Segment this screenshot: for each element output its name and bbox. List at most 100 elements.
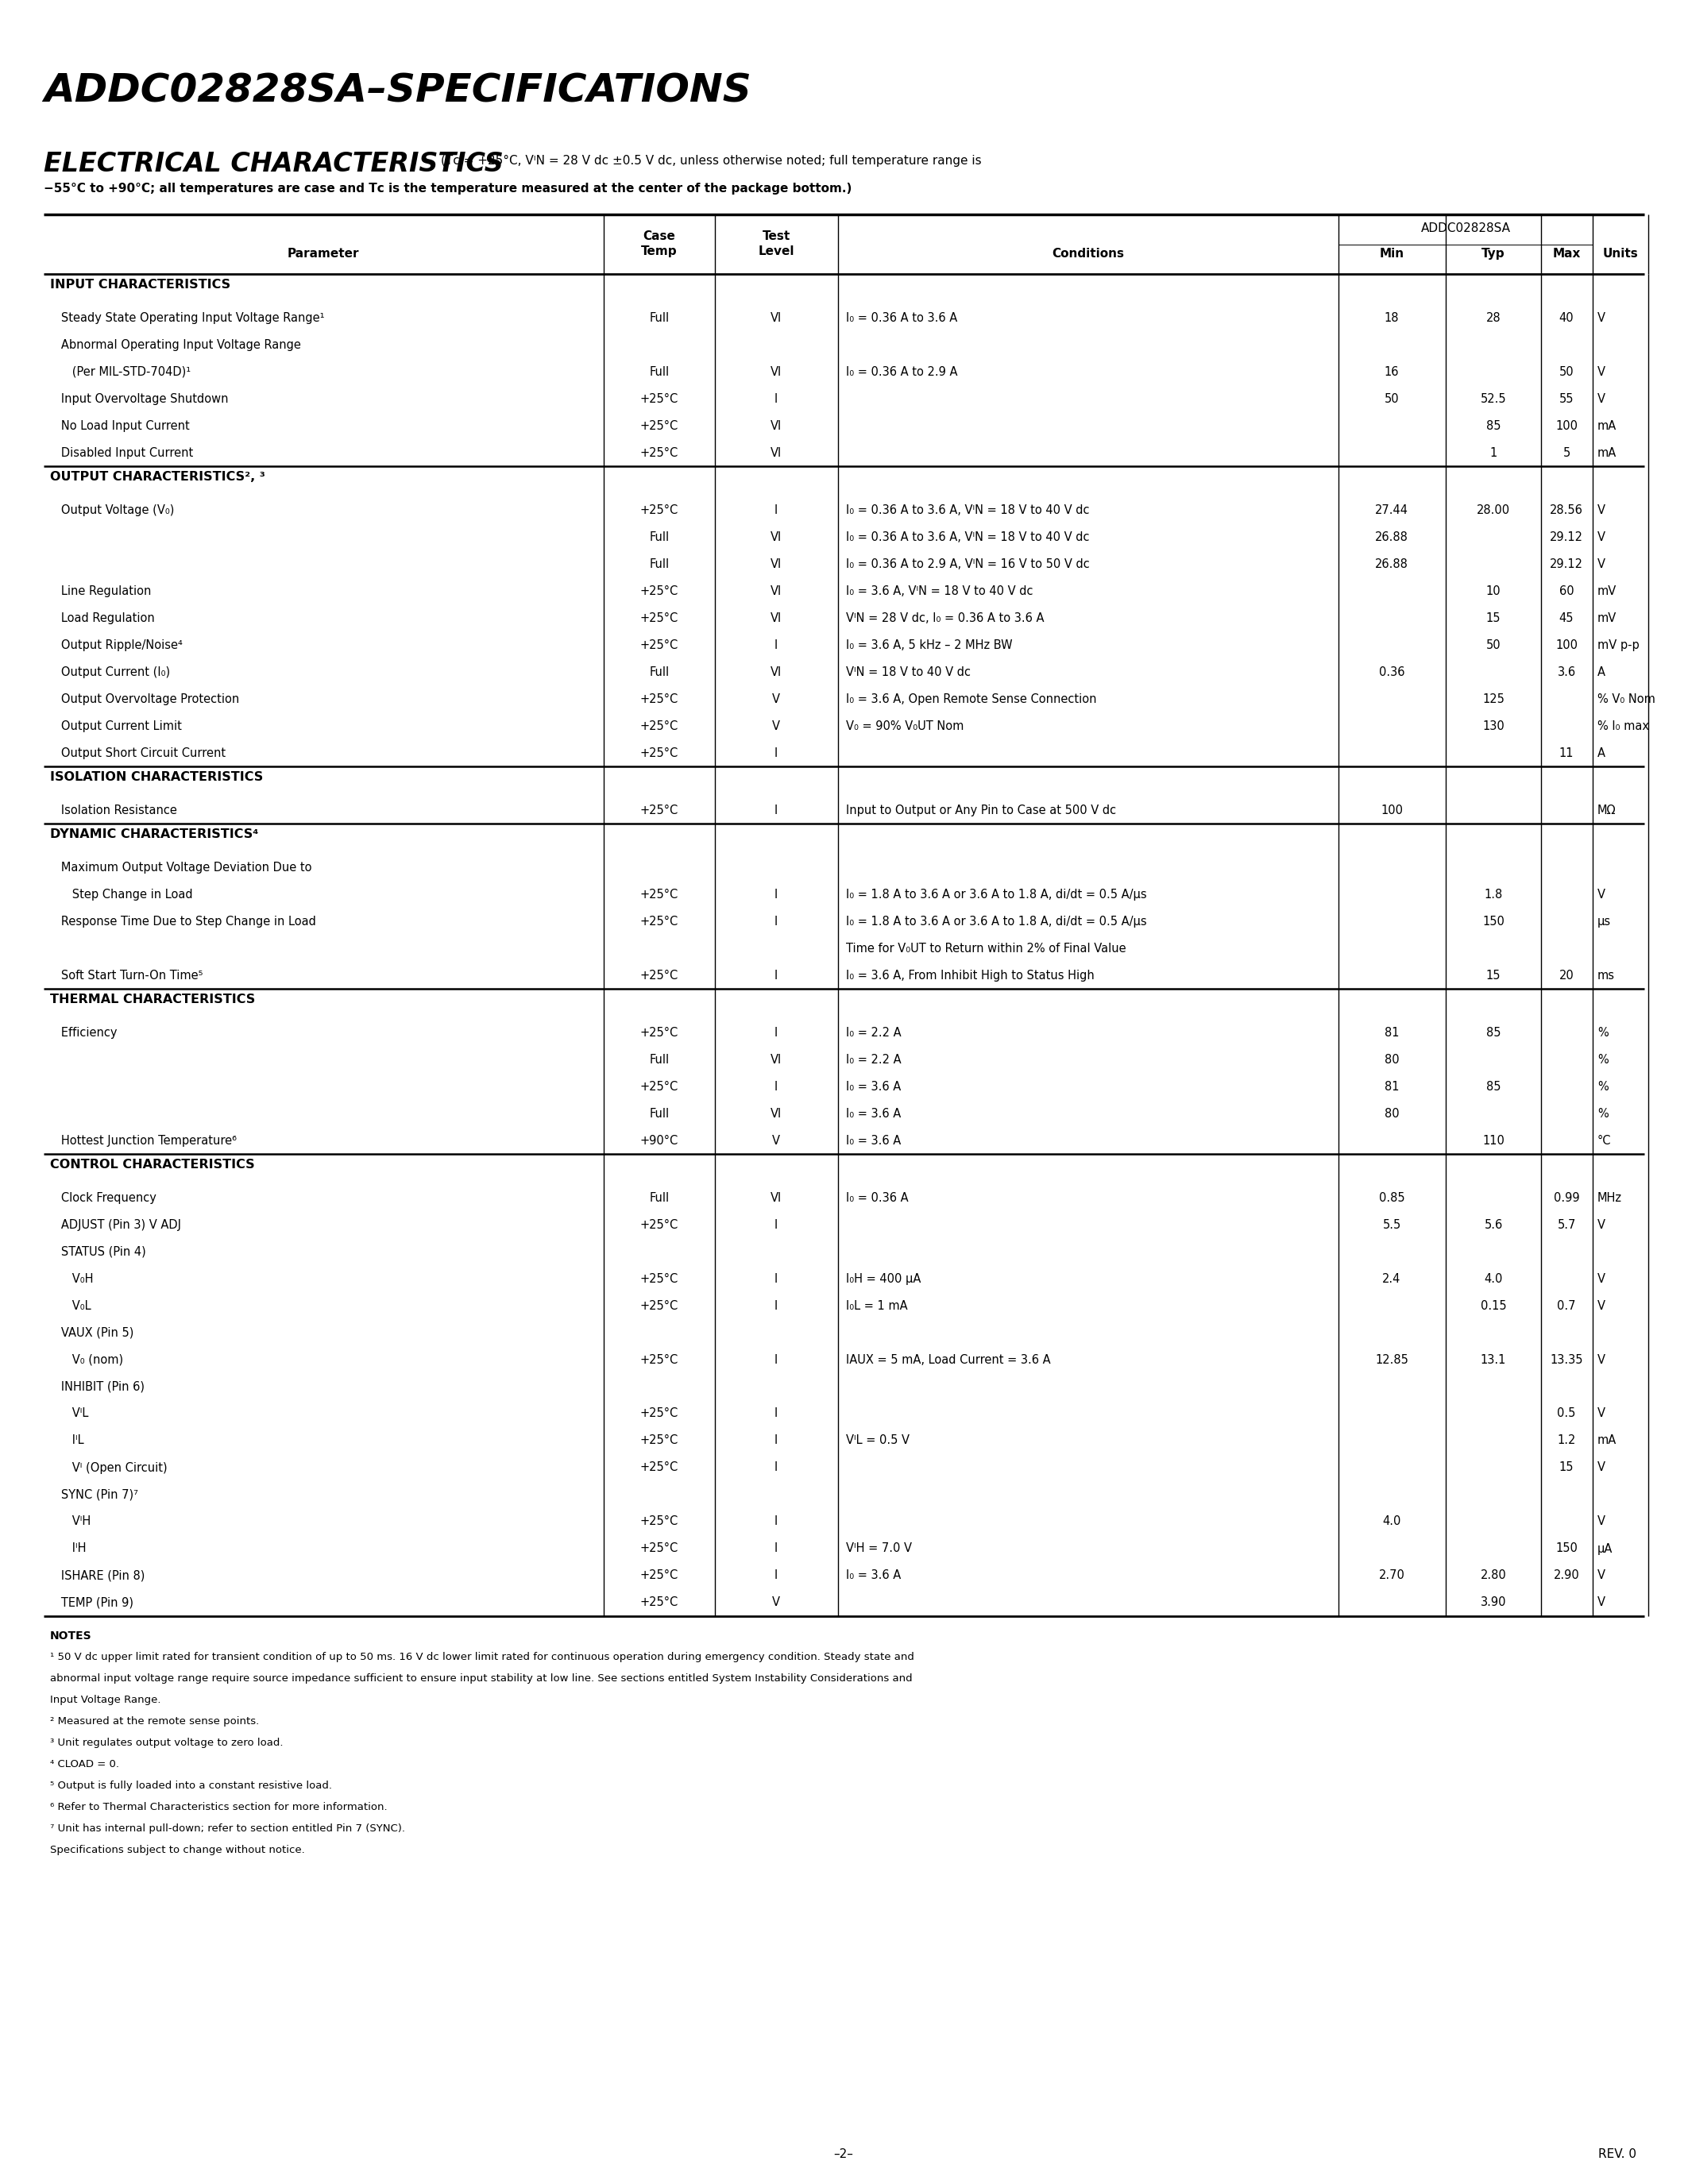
Text: +25°C: +25°C xyxy=(640,448,679,459)
Text: VᴵH = 7.0 V: VᴵH = 7.0 V xyxy=(846,1542,912,1555)
Text: I₀ = 0.36 A to 2.9 A, VᴵN = 16 V to 50 V dc: I₀ = 0.36 A to 2.9 A, VᴵN = 16 V to 50 V… xyxy=(846,557,1090,570)
Text: +25°C: +25°C xyxy=(640,419,679,432)
Text: Load Regulation: Load Regulation xyxy=(51,612,155,625)
Text: I₀ = 3.6 A: I₀ = 3.6 A xyxy=(846,1107,901,1120)
Text: ⁵ Output is fully loaded into a constant resistive load.: ⁵ Output is fully loaded into a constant… xyxy=(51,1780,333,1791)
Text: I: I xyxy=(775,1354,778,1365)
Text: 4.0: 4.0 xyxy=(1382,1516,1401,1527)
Text: 28: 28 xyxy=(1485,312,1501,323)
Text: V: V xyxy=(771,1133,780,1147)
Text: mA: mA xyxy=(1597,1435,1617,1446)
Text: I₀ = 2.2 A: I₀ = 2.2 A xyxy=(846,1053,901,1066)
Text: I₀H = 400 μA: I₀H = 400 μA xyxy=(846,1273,922,1284)
Text: 45: 45 xyxy=(1560,612,1573,625)
Text: %: % xyxy=(1597,1053,1609,1066)
Text: V: V xyxy=(1597,1516,1605,1527)
Text: 2.70: 2.70 xyxy=(1379,1570,1404,1581)
Text: VI: VI xyxy=(770,1053,782,1066)
Text: V: V xyxy=(1597,1570,1605,1581)
Text: V: V xyxy=(771,721,780,732)
Text: 3.6: 3.6 xyxy=(1558,666,1575,677)
Text: 100: 100 xyxy=(1381,804,1403,817)
Text: VAUX (Pin 5): VAUX (Pin 5) xyxy=(51,1326,133,1339)
Text: 26.88: 26.88 xyxy=(1376,557,1408,570)
Text: ⁴ CLOAD = 0.: ⁴ CLOAD = 0. xyxy=(51,1758,120,1769)
Text: Test
Level: Test Level xyxy=(758,229,793,258)
Text: Efficiency: Efficiency xyxy=(51,1026,116,1037)
Text: 5: 5 xyxy=(1563,448,1570,459)
Text: μs: μs xyxy=(1597,915,1610,928)
Text: +90°C: +90°C xyxy=(640,1133,679,1147)
Text: I₀ = 3.6 A, Open Remote Sense Connection: I₀ = 3.6 A, Open Remote Sense Connection xyxy=(846,692,1097,705)
Text: +25°C: +25°C xyxy=(640,1516,679,1527)
Text: ¹ 50 V dc upper limit rated for transient condition of up to 50 ms. 16 V dc lowe: ¹ 50 V dc upper limit rated for transien… xyxy=(51,1651,915,1662)
Text: VI: VI xyxy=(770,1107,782,1120)
Text: I: I xyxy=(775,1026,778,1037)
Text: Output Voltage (V₀): Output Voltage (V₀) xyxy=(51,505,174,515)
Text: ADDC02828SA–SPECIFICATIONS: ADDC02828SA–SPECIFICATIONS xyxy=(44,72,751,109)
Text: +25°C: +25°C xyxy=(640,1461,679,1474)
Text: +25°C: +25°C xyxy=(640,612,679,625)
Text: V: V xyxy=(1597,1597,1605,1610)
Text: 100: 100 xyxy=(1555,640,1578,651)
Text: +25°C: +25°C xyxy=(640,1273,679,1284)
Text: 18: 18 xyxy=(1384,312,1399,323)
Text: A: A xyxy=(1597,666,1605,677)
Text: VᴵL = 0.5 V: VᴵL = 0.5 V xyxy=(846,1435,910,1446)
Text: abnormal input voltage range require source impedance sufficient to ensure input: abnormal input voltage range require sou… xyxy=(51,1673,913,1684)
Text: V: V xyxy=(1597,1409,1605,1420)
Text: mV: mV xyxy=(1597,612,1617,625)
Text: VᴵH: VᴵH xyxy=(51,1516,91,1527)
Text: mA: mA xyxy=(1597,419,1617,432)
Text: 1.8: 1.8 xyxy=(1484,889,1502,900)
Text: 0.85: 0.85 xyxy=(1379,1192,1404,1203)
Text: +25°C: +25°C xyxy=(640,1542,679,1555)
Text: +25°C: +25°C xyxy=(640,692,679,705)
Text: I₀ = 0.36 A to 3.6 A, VᴵN = 18 V to 40 V dc: I₀ = 0.36 A to 3.6 A, VᴵN = 18 V to 40 V… xyxy=(846,505,1089,515)
Text: I: I xyxy=(775,1299,778,1313)
Text: 4.0: 4.0 xyxy=(1484,1273,1502,1284)
Text: ELECTRICAL CHARACTERISTICS: ELECTRICAL CHARACTERISTICS xyxy=(44,151,503,177)
Text: +25°C: +25°C xyxy=(640,804,679,817)
Text: Clock Frequency: Clock Frequency xyxy=(51,1192,157,1203)
Text: I: I xyxy=(775,970,778,981)
Text: I₀ = 0.36 A: I₀ = 0.36 A xyxy=(846,1192,908,1203)
Text: +25°C: +25°C xyxy=(640,640,679,651)
Text: I: I xyxy=(775,1570,778,1581)
Text: V: V xyxy=(1597,312,1605,323)
Text: 85: 85 xyxy=(1485,1026,1501,1037)
Text: 29.12: 29.12 xyxy=(1550,557,1583,570)
Text: +25°C: +25°C xyxy=(640,1299,679,1313)
Text: 28.56: 28.56 xyxy=(1550,505,1583,515)
Text: 80: 80 xyxy=(1384,1053,1399,1066)
Text: 15: 15 xyxy=(1560,1461,1573,1474)
Text: 50: 50 xyxy=(1485,640,1501,651)
Text: 16: 16 xyxy=(1384,365,1399,378)
Text: V: V xyxy=(771,692,780,705)
Text: I₀ = 0.36 A to 3.6 A, VᴵN = 18 V to 40 V dc: I₀ = 0.36 A to 3.6 A, VᴵN = 18 V to 40 V… xyxy=(846,531,1089,544)
Text: I₀ = 3.6 A: I₀ = 3.6 A xyxy=(846,1570,901,1581)
Text: %: % xyxy=(1597,1026,1609,1037)
Text: 20: 20 xyxy=(1560,970,1573,981)
Text: Full: Full xyxy=(650,1053,668,1066)
Text: 85: 85 xyxy=(1485,419,1501,432)
Text: V₀ = 90% V₀UT Nom: V₀ = 90% V₀UT Nom xyxy=(846,721,964,732)
Text: I: I xyxy=(775,915,778,928)
Text: 5.7: 5.7 xyxy=(1556,1219,1577,1230)
Text: I: I xyxy=(775,1081,778,1092)
Text: VI: VI xyxy=(770,448,782,459)
Text: +25°C: +25°C xyxy=(640,505,679,515)
Text: CONTROL CHARACTERISTICS: CONTROL CHARACTERISTICS xyxy=(51,1160,255,1171)
Text: +25°C: +25°C xyxy=(640,747,679,758)
Text: ms: ms xyxy=(1597,970,1615,981)
Text: 5.6: 5.6 xyxy=(1484,1219,1502,1230)
Text: % V₀ Nom: % V₀ Nom xyxy=(1597,692,1656,705)
Text: I: I xyxy=(775,505,778,515)
Text: 50: 50 xyxy=(1560,365,1573,378)
Text: I: I xyxy=(775,1516,778,1527)
Text: VᴵL: VᴵL xyxy=(51,1409,88,1420)
Text: I: I xyxy=(775,1409,778,1420)
Text: +25°C: +25°C xyxy=(640,1354,679,1365)
Text: Isolation Resistance: Isolation Resistance xyxy=(51,804,177,817)
Text: –2–: –2– xyxy=(834,2149,854,2160)
